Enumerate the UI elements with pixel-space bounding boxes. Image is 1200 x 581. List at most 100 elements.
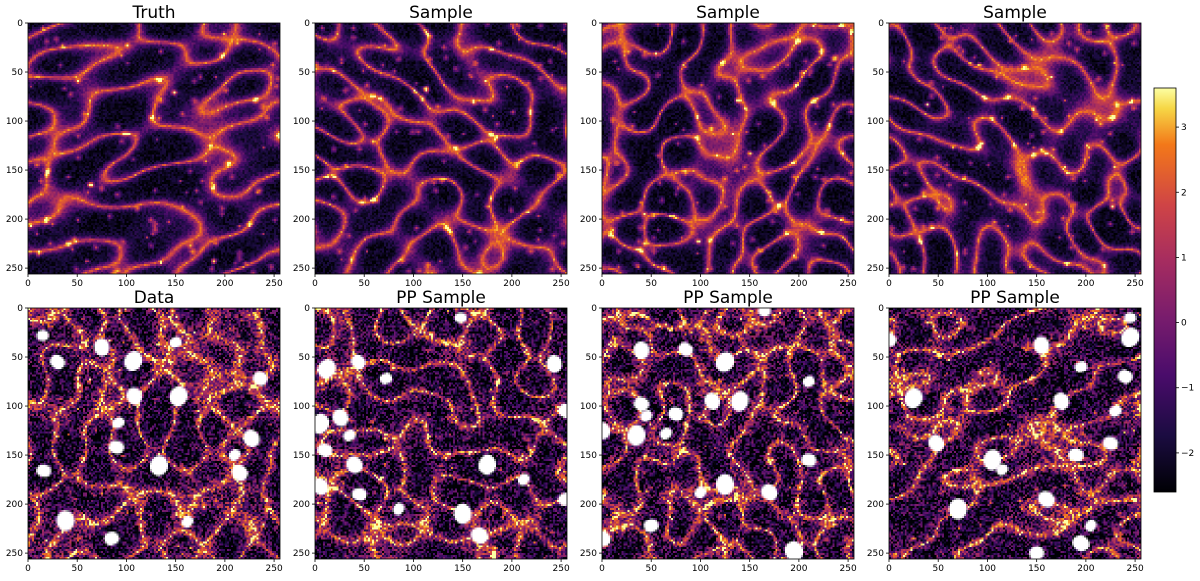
y-tick-label: 0 — [304, 19, 310, 29]
x-tick-label: 150 — [167, 279, 184, 289]
colorbar-tick-label: 3 — [1181, 123, 1187, 133]
axes-frame — [888, 22, 1142, 275]
axes-frame — [888, 307, 1142, 560]
x-tick-label: 100 — [118, 279, 135, 289]
y-tick-label: 50 — [299, 353, 311, 363]
colorbar: −2 −1 0 1 2 3 — [1153, 87, 1194, 493]
y-tick-label: 50 — [586, 353, 598, 363]
panel-title: PP Sample — [396, 288, 486, 308]
colorbar-tick-label: 1 — [1181, 253, 1187, 263]
axes-frame — [601, 22, 855, 275]
x-tick-label: 250 — [1127, 564, 1144, 574]
heatmap-image — [889, 308, 1141, 559]
x-tick-label: 50 — [645, 279, 657, 289]
y-tick-label: 50 — [586, 68, 598, 78]
y-tick-label: 250 — [867, 549, 884, 559]
x-tick-label: 150 — [1028, 279, 1045, 289]
y-tick-label: 200 — [867, 215, 884, 225]
x-tick-label: 100 — [692, 564, 709, 574]
y-tick-label: 200 — [293, 500, 310, 510]
y-tick-label: 150 — [867, 166, 884, 176]
y-tick-label: 0 — [304, 304, 310, 314]
x-tick-label: 200 — [790, 279, 807, 289]
panel-title: Truth — [131, 3, 175, 23]
panel-title: Sample — [409, 3, 473, 23]
x-tick-label: 0 — [312, 279, 318, 289]
heatmap-image — [602, 23, 854, 274]
x-tick-label: 50 — [71, 564, 83, 574]
y-tick-label: 100 — [867, 117, 884, 127]
y-tick-label: 150 — [580, 166, 597, 176]
x-tick-label: 150 — [741, 564, 758, 574]
x-tick-label: 150 — [1028, 564, 1045, 574]
heatmap-image — [28, 23, 280, 274]
panel-title: Sample — [696, 3, 760, 23]
y-tick-label: 100 — [6, 402, 23, 412]
y-tick-label: 100 — [580, 402, 597, 412]
x-tick-label: 200 — [1077, 279, 1094, 289]
x-tick-label: 250 — [266, 564, 283, 574]
axes-frame — [601, 307, 855, 560]
y-tick-label: 250 — [867, 264, 884, 274]
y-tick-label: 100 — [580, 117, 597, 127]
x-tick-label: 250 — [840, 564, 857, 574]
y-tick-label: 0 — [591, 19, 597, 29]
y-tick-label: 250 — [580, 264, 597, 274]
axes-frame — [314, 307, 568, 560]
x-tick-label: 200 — [216, 564, 233, 574]
panel-title: Data — [134, 288, 175, 308]
x-tick-label: 250 — [553, 564, 570, 574]
colorbar-gradient — [1153, 87, 1177, 493]
y-tick-label: 100 — [293, 117, 310, 127]
x-tick-label: 200 — [790, 564, 807, 574]
y-tick-label: 200 — [867, 500, 884, 510]
y-tick-label: 200 — [293, 215, 310, 225]
y-tick-label: 100 — [6, 117, 23, 127]
x-tick-label: 100 — [692, 279, 709, 289]
heatmap-image — [315, 23, 567, 274]
colorbar-tick-label: 2 — [1181, 188, 1187, 198]
y-tick-label: 0 — [878, 304, 884, 314]
x-tick-label: 200 — [503, 564, 520, 574]
colorbar-tick-label: 0 — [1181, 319, 1187, 329]
x-tick-label: 0 — [886, 564, 892, 574]
y-tick-label: 200 — [580, 500, 597, 510]
axes-frame — [27, 22, 281, 275]
y-tick-label: 50 — [873, 353, 885, 363]
heatmap-image — [602, 308, 854, 559]
y-tick-label: 250 — [580, 549, 597, 559]
y-tick-label: 150 — [6, 451, 23, 461]
x-tick-label: 150 — [167, 564, 184, 574]
x-tick-label: 100 — [405, 279, 422, 289]
heatmap-image — [315, 308, 567, 559]
x-tick-label: 200 — [503, 279, 520, 289]
heatmap-image — [28, 308, 280, 559]
y-tick-label: 150 — [580, 451, 597, 461]
x-tick-label: 150 — [454, 279, 471, 289]
y-tick-label: 250 — [6, 264, 23, 274]
x-tick-label: 50 — [932, 564, 944, 574]
panel-title: PP Sample — [683, 288, 773, 308]
y-tick-label: 250 — [293, 549, 310, 559]
axes-frame — [27, 307, 281, 560]
x-tick-label: 100 — [118, 564, 135, 574]
x-tick-label: 0 — [599, 564, 605, 574]
x-tick-label: 0 — [25, 564, 31, 574]
panel-title: PP Sample — [970, 288, 1060, 308]
y-tick-label: 150 — [293, 166, 310, 176]
x-tick-label: 250 — [1127, 279, 1144, 289]
y-tick-label: 100 — [867, 402, 884, 412]
axes-frame — [314, 22, 568, 275]
panel-title: Sample — [983, 3, 1047, 23]
y-tick-label: 50 — [299, 68, 311, 78]
y-tick-label: 200 — [6, 215, 23, 225]
y-tick-label: 0 — [878, 19, 884, 29]
y-tick-label: 50 — [12, 68, 24, 78]
colorbar-tick-label: −2 — [1181, 449, 1194, 459]
x-tick-label: 250 — [840, 279, 857, 289]
